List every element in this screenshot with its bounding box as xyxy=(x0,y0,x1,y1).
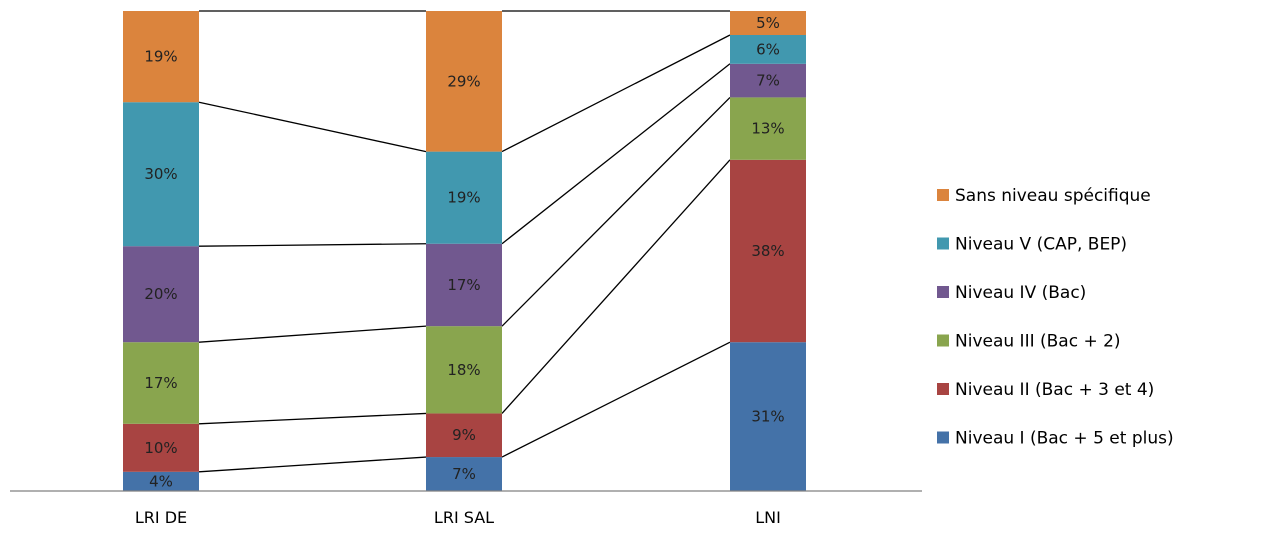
bar-segment xyxy=(426,11,502,152)
legend-swatch xyxy=(937,383,949,395)
data-label: 6% xyxy=(756,40,780,58)
data-label: 17% xyxy=(447,276,480,294)
data-label: 29% xyxy=(447,72,480,90)
bar-segment xyxy=(730,97,806,160)
bar-segment xyxy=(123,471,199,491)
bar-segment xyxy=(123,102,199,247)
series-line xyxy=(198,456,427,473)
data-label: 9% xyxy=(452,426,476,444)
bar-segment xyxy=(730,159,806,343)
series-line xyxy=(501,341,731,458)
x-axis: LRI DE LRI SAL LNI xyxy=(10,490,922,527)
data-label: 7% xyxy=(452,465,476,483)
data-label: 19% xyxy=(144,48,177,66)
legend-label: Niveau III (Bac + 2) xyxy=(955,332,1121,352)
bar-segment xyxy=(123,246,199,343)
x-tick-label: LRI DE xyxy=(135,508,187,527)
series-line xyxy=(198,243,427,247)
legend-label: Niveau IV (Bac) xyxy=(955,283,1086,303)
legend-label: Sans niveau spécifique xyxy=(955,186,1151,206)
bars: 4% 10% 17% 20% 30% 19% 7% 9% 18% 17% 19% 29% 31% 38% 1… xyxy=(123,11,806,491)
legend-swatch xyxy=(937,286,949,298)
data-label: 18% xyxy=(447,361,480,379)
bar-segment xyxy=(426,457,502,491)
legend-label: Niveau I (Bac + 5 et plus) xyxy=(955,429,1174,449)
data-label: 10% xyxy=(144,439,177,457)
legend-label: Niveau II (Bac + 3 et 4) xyxy=(955,380,1154,400)
legend-swatch xyxy=(937,189,949,201)
data-label: 13% xyxy=(751,120,784,138)
data-label: 7% xyxy=(756,72,780,90)
series-line xyxy=(501,96,731,327)
series-line xyxy=(501,63,731,245)
bar-segment xyxy=(730,63,806,98)
bar-segment xyxy=(123,342,199,424)
data-label: 30% xyxy=(144,165,177,183)
legend-swatch xyxy=(937,431,949,444)
legend-swatch xyxy=(937,237,949,250)
data-label: 31% xyxy=(751,408,784,426)
bar-segment xyxy=(123,423,199,472)
data-label: 17% xyxy=(144,374,177,392)
x-tick-label: LNI xyxy=(755,508,781,527)
series-line xyxy=(198,325,427,343)
bar-segment xyxy=(730,35,806,64)
bar-segment xyxy=(426,326,502,414)
data-label: 4% xyxy=(149,472,173,490)
legend: Sans niveau spécifique Niveau V (CAP, BEP… xyxy=(937,186,1174,449)
series-line xyxy=(198,101,427,153)
bar-segment xyxy=(426,413,502,458)
bar-segment xyxy=(730,342,806,491)
series-line xyxy=(501,159,731,414)
data-label: 5% xyxy=(756,14,780,32)
series-line xyxy=(198,412,427,425)
bar-segment xyxy=(123,11,199,103)
series-line xyxy=(501,34,731,153)
data-label: 20% xyxy=(144,285,177,303)
series-connector-lines xyxy=(198,10,731,473)
x-tick-label: LRI SAL xyxy=(434,508,494,527)
data-label: 38% xyxy=(751,242,784,260)
legend-swatch xyxy=(937,334,949,347)
bar-segment xyxy=(730,11,806,35)
bar-segment xyxy=(426,243,502,327)
bar-segment xyxy=(426,151,502,244)
data-label: 19% xyxy=(447,189,480,207)
legend-label: Niveau V (CAP, BEP) xyxy=(955,235,1127,255)
